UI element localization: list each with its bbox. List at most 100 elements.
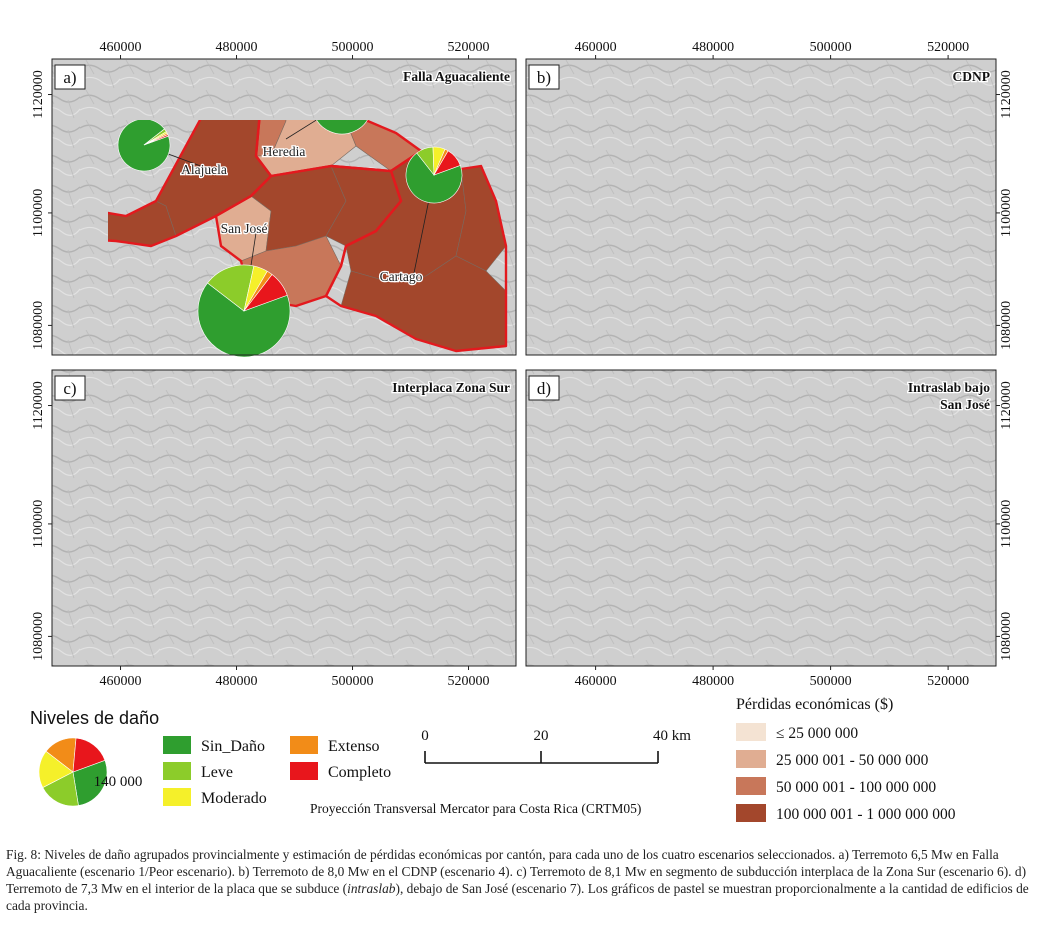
y-tick-label: 1080000 [31, 301, 46, 350]
x-tick-label: 460000 [575, 40, 617, 55]
x-tick-label: 480000 [692, 40, 734, 55]
damage-legend-label: Completo [328, 764, 391, 781]
sample-pie-slice-leve [42, 771, 79, 807]
sample-pie-slice-completo [72, 737, 106, 773]
panel-letter-box [54, 375, 86, 401]
loss-legend-swatch-1 [736, 723, 766, 741]
pie-sanjose-slice-sin_daño [197, 282, 291, 358]
damage-legend-label: Moderado [201, 790, 267, 807]
y-tick-label: 1100000 [999, 500, 1014, 548]
projection-note: Proyección Transversal Mercator para Cos… [310, 801, 641, 816]
loss-legend-label: 100 000 001 - 1 000 000 000 [776, 806, 956, 823]
loss-legend-label: 25 000 001 - 50 000 000 [776, 752, 929, 769]
x-tick-label: 460000 [100, 674, 142, 689]
panel-frame [51, 369, 517, 667]
x-tick-label: 520000 [927, 40, 969, 55]
damage-legend-swatch-sin_daño [163, 736, 191, 754]
province-label-cartago: Cartago [380, 269, 423, 284]
pie-alajuela [117, 120, 171, 172]
caption-lead: Fig. 8: Niveles de daño agrupados provin… [6, 847, 1027, 896]
scale-bar-label: 40 km [653, 728, 691, 744]
caption-italic: intraslab [347, 881, 396, 896]
y-tick-label: 1080000 [31, 612, 46, 661]
caption-tail: ), debajo de San José (escenario 7). Los… [6, 881, 1029, 913]
scale-bar-label: 20 [534, 728, 549, 744]
panel-frame [51, 58, 517, 356]
loss-legend-label: ≤ 25 000 000 [776, 725, 858, 742]
y-tick-label: 1100000 [31, 189, 46, 237]
pie-sanjose-slice-completo [243, 274, 288, 312]
pie-sanjose-slice-leve [207, 264, 255, 312]
damage-legend-swatch-completo [290, 762, 318, 780]
damage-legend-swatch-extenso [290, 736, 318, 754]
y-tick-label: 1120000 [999, 70, 1014, 118]
scale-bar-label: 0 [421, 728, 429, 744]
x-tick-label: 500000 [332, 40, 374, 55]
x-tick-label: 500000 [332, 674, 374, 689]
damage-legend-sample-pie [38, 737, 108, 807]
loss-legend-title: Pérdidas económicas ($) [736, 696, 893, 713]
panel-letter: d) [537, 379, 551, 398]
x-tick-label: 520000 [927, 674, 969, 689]
damage-legend-swatch-moderado [163, 788, 191, 806]
pie-sanjose [197, 264, 291, 358]
figure-8: Alajuela Heredia San José Cartago a) Falla Ag… [30, 40, 1014, 823]
panel-letter-box [528, 64, 560, 90]
x-tick-label: 480000 [216, 674, 258, 689]
pie-cartago [405, 146, 463, 204]
panel-letter: a) [63, 68, 76, 87]
damage-legend-label: Sin_Daño [201, 738, 265, 755]
loss-legend-label: 50 000 001 - 100 000 000 [776, 779, 936, 796]
x-tick-label: 520000 [448, 674, 490, 689]
y-tick-label: 1120000 [31, 381, 46, 429]
hillshade-background [526, 370, 996, 666]
panel-frame [525, 369, 997, 667]
damage-legend-swatch-leve [163, 762, 191, 780]
pie-cartago-slice-completo [433, 150, 461, 176]
panel-letter-box [528, 375, 560, 401]
loss-legend-swatch-4 [736, 804, 766, 822]
y-tick-label: 1120000 [999, 381, 1014, 429]
x-tick-label: 460000 [575, 674, 617, 689]
x-tick-label: 520000 [448, 40, 490, 55]
x-tick-label: 480000 [216, 40, 258, 55]
map-panel-a: Alajuela Heredia San José Cartago a) Falla Ag… [31, 40, 517, 358]
y-tick-label: 1100000 [999, 189, 1014, 237]
pie-alajuela-slice-sin_daño [117, 120, 171, 172]
province-label-sanjose: San José [221, 221, 268, 236]
province-label-alajuela: Alajuela [181, 162, 227, 177]
map-content: Alajuela Heredia San José Cartago [108, 120, 508, 358]
pie-heredia-slice-sin_daño [316, 120, 368, 135]
x-tick-label: 460000 [100, 40, 142, 55]
y-tick-label: 1080000 [999, 612, 1014, 661]
scenario-title: Falla Aguacaliente [403, 69, 510, 84]
scenario-title: Interplaca Zona Sur [392, 380, 510, 395]
y-tick-label: 1080000 [999, 301, 1014, 350]
hillshade-background [52, 370, 516, 666]
x-tick-label: 500000 [810, 674, 852, 689]
pie-alajuela-slice-completo [143, 134, 169, 146]
province-boundary-cartago [324, 149, 508, 353]
sample-pie-slice-sin_daño [72, 759, 108, 806]
pie-cartago-slice-sin_daño [405, 152, 463, 204]
province-label-heredia: Heredia [263, 144, 306, 159]
scenario-title: San José [940, 397, 990, 412]
y-tick-label: 1120000 [31, 70, 46, 118]
pie-heredia [316, 120, 368, 135]
scenario-title: Intraslab bajo [908, 380, 990, 395]
hillshade-background [526, 59, 996, 355]
pie-leader-heredia [285, 120, 318, 140]
damage-legend-label: Leve [201, 764, 233, 781]
damage-legend-sample-value: 140 000 [94, 774, 143, 790]
loss-legend-swatch-3 [736, 777, 766, 795]
damage-legend-label: Extenso [328, 738, 380, 755]
panel-letter: c) [63, 379, 76, 398]
damage-legend-title: Niveles de daño [30, 708, 159, 728]
loss-legend-swatch-2 [736, 750, 766, 768]
x-tick-label: 480000 [692, 674, 734, 689]
panel-letter: b) [537, 68, 551, 87]
figure-caption: Fig. 8: Niveles de daño agrupados provin… [6, 846, 1034, 914]
